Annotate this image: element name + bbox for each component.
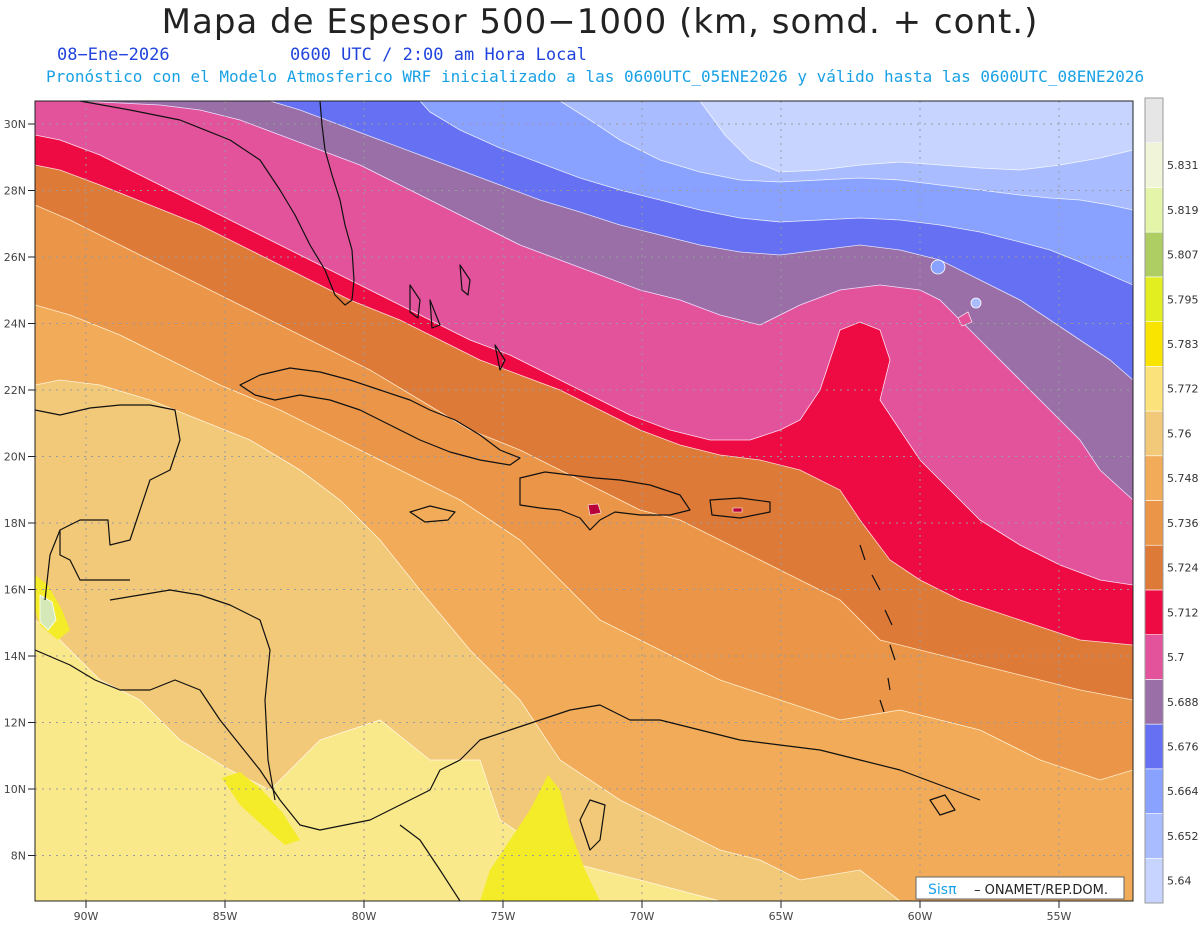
lon-label: 55W (1047, 910, 1072, 923)
patch-small-blue-1 (930, 259, 946, 275)
band-below-5640 (699, 101, 1133, 173)
lon-label: 90W (74, 910, 99, 923)
colorbar-label: 5.688 (1167, 696, 1199, 709)
colorbar-frame (1144, 97, 1164, 904)
lat-label: 28N (4, 185, 26, 198)
coast-trinidad (929, 794, 956, 816)
colorbar-label: 5.712 (1167, 606, 1199, 619)
colorbar-label: 5.7 (1167, 651, 1185, 664)
colorbar-segment (1144, 857, 1164, 904)
colorbar-label: 5.76 (1167, 427, 1192, 440)
coastlines (35, 101, 981, 901)
coast-bahamas-3 (459, 264, 471, 296)
patch-small-red-1 (587, 503, 602, 516)
lat-label: 22N (4, 384, 26, 397)
patch-small-red-2 (732, 507, 743, 513)
coast-florida (79, 101, 355, 306)
colorbar-segment (1144, 723, 1164, 770)
colorbar-segment (1144, 544, 1164, 591)
colorbar-label: 5.64 (1167, 875, 1192, 888)
colorbar-label: 5.795 (1167, 293, 1199, 306)
map-plot (35, 101, 1133, 901)
lon-label: 70W (630, 910, 655, 923)
credit-box: Sisπ – ONAMET/REP.DOM. (915, 876, 1125, 900)
colorbar-label: 5.652 (1167, 830, 1199, 843)
coast-puerto-rico (709, 497, 771, 519)
lat-label: 20N (4, 451, 26, 464)
colorbar-label: 5.783 (1167, 338, 1199, 351)
colorbar-label: 5.676 (1167, 740, 1199, 753)
forecast-time: 0600 UTC / 2:00 am Hora Local (290, 45, 587, 65)
colorbar-segment (1144, 813, 1164, 859)
colorbar-segment (1144, 410, 1164, 457)
coast-bahamas-1 (409, 284, 421, 319)
coast-venezuela-lake (579, 799, 606, 851)
colorbar-label: 5.819 (1167, 204, 1199, 217)
colorbar-label: 5.807 (1167, 249, 1199, 262)
colorbar-label: 5.831 (1167, 159, 1199, 172)
colorbar-segment (1144, 276, 1164, 322)
colorbar-segment (1144, 500, 1164, 546)
lon-label: 60W (908, 910, 933, 923)
forecast-date: 08−Ene−2026 (57, 45, 170, 65)
longitude-axis: 90W 85W 80W 75W 70W 65W 60W 55W (74, 901, 1072, 923)
colorbar-segment (1144, 589, 1164, 635)
coast-hispaniola (519, 471, 691, 531)
map-frame (34, 100, 1134, 902)
coast-bahamas-4 (494, 344, 506, 371)
lon-label: 80W (352, 910, 377, 923)
lat-label: 12N (4, 717, 26, 730)
coast-lesser-antilles (859, 544, 896, 713)
patch-small-blue-2 (970, 297, 982, 309)
lon-label: 85W (213, 910, 238, 923)
map-gridlines (35, 101, 1133, 901)
lat-label: 8N (11, 850, 26, 863)
colorbar-segment (1144, 634, 1164, 680)
colorbar: 5.64 5.652 5.664 5.676 5.688 5.7 5.712 5.724 5.7… (1144, 97, 1199, 904)
coast-yucatan (35, 404, 181, 601)
lon-label: 65W (769, 910, 794, 923)
colorbar-segment (1144, 455, 1164, 501)
colorbar-segment (1144, 187, 1164, 233)
colorbar-label: 5.724 (1167, 562, 1199, 575)
lon-label: 75W (491, 910, 516, 923)
lat-label: 24N (4, 318, 26, 331)
colorbar-segment (1144, 321, 1164, 367)
colorbar-label: 5.736 (1167, 517, 1199, 530)
colorbar-segment (1144, 231, 1164, 278)
patch-warm-colombia (480, 775, 600, 901)
coast-cuba (239, 367, 521, 466)
lat-label: 26N (4, 251, 26, 264)
colorbar-label: 5.664 (1167, 785, 1199, 798)
patch-warm-costarica (222, 772, 300, 845)
coast-panama-colombia (399, 824, 461, 901)
credit-frame (915, 876, 1125, 900)
lat-label: 18N (4, 517, 26, 530)
colorbar-segment (1144, 768, 1164, 814)
coast-belize-border (59, 530, 130, 581)
credit-logo: Sisπ (928, 882, 957, 898)
lat-label: 10N (4, 783, 26, 796)
coast-bahamas-2 (429, 299, 441, 329)
credit-text: – ONAMET/REP.DOM. (974, 883, 1108, 898)
lat-label: 14N (4, 650, 26, 663)
coast-honduras (109, 589, 276, 801)
lat-label: 16N (4, 584, 26, 597)
latitude-axis: 30N 28N 26N 24N 22N 20N 18N 16N 14N 12N 10N 8N (4, 118, 35, 863)
map-title: Mapa de Espesor 500−1000 (km, somd. + co… (161, 2, 1039, 42)
forecast-description: Pronóstico con el Modelo Atmosferico WRF… (46, 67, 1145, 86)
colorbar-segment (1144, 366, 1164, 412)
colorbar-segment (1144, 679, 1164, 725)
coast-central-america (35, 649, 981, 831)
colorbar-label: 5.772 (1167, 383, 1199, 396)
colorbar-label: 5.748 (1167, 472, 1199, 485)
colorbar-segment (1144, 142, 1164, 188)
patch-cool-spot (39, 594, 57, 631)
lat-label: 30N (4, 118, 26, 131)
colorbar-segment (1144, 97, 1164, 144)
coast-jamaica (409, 505, 456, 523)
